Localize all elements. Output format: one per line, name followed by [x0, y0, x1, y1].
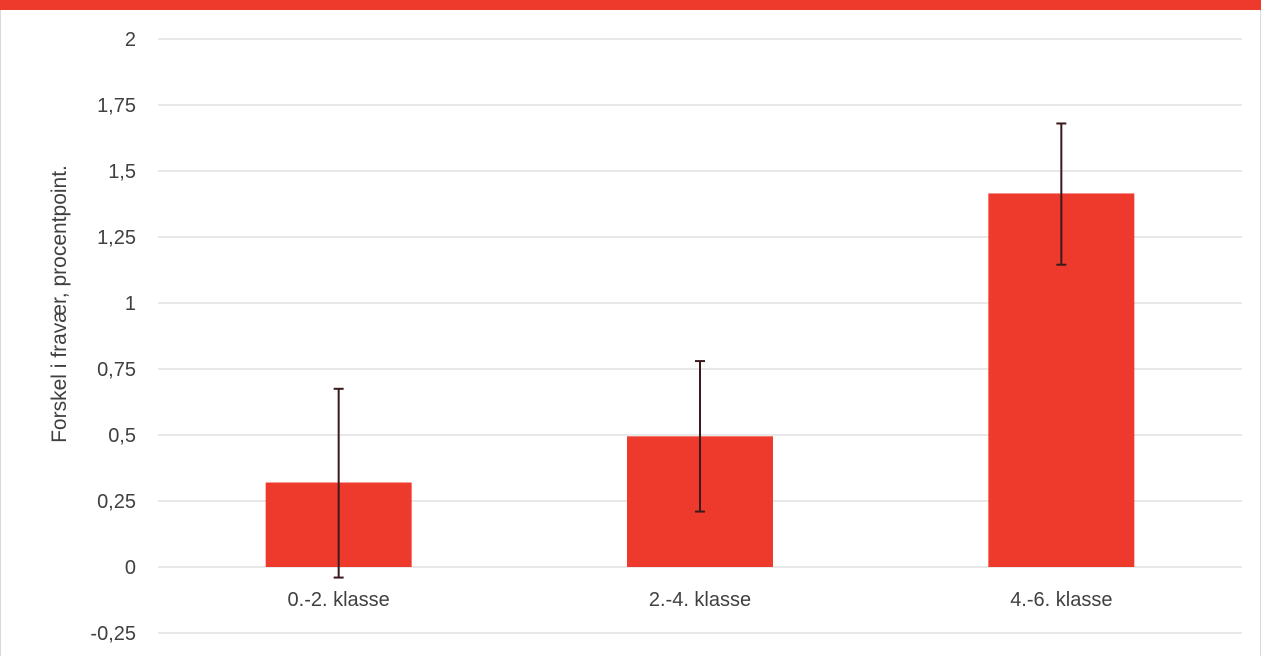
- x-tick-label: 2.-4. klasse: [649, 589, 751, 611]
- y-tick-label: 0,25: [97, 491, 136, 513]
- error-bar: [1056, 122, 1067, 266]
- y-tick-label: 1,25: [97, 227, 136, 249]
- y-axis-ticks: -0,25 0 0,25 0,5 0,75 1 1,25 1,5 1,75 2: [90, 29, 136, 645]
- top-accent-bar: [0, 0, 1261, 10]
- y-tick-label: 1: [125, 293, 136, 315]
- error-bar: [695, 360, 705, 513]
- y-tick-label: 0,5: [108, 425, 136, 447]
- y-tick-label: 0: [125, 557, 136, 579]
- y-tick-label: 1,5: [108, 161, 136, 183]
- x-tick-label: 0.-2. klasse: [288, 589, 390, 611]
- error-bar: [333, 387, 344, 579]
- y-tick-label: 2: [125, 29, 136, 51]
- y-tick-label: 1,75: [97, 95, 136, 117]
- y-axis-title: Forskel i fravær, procentpoint.: [48, 165, 71, 443]
- y-tick-label: -0,25: [90, 623, 136, 645]
- y-tick-label: 0,75: [97, 359, 136, 381]
- x-axis-ticks: 0.-2. klasse 2.-4. klasse 4.-6. klasse: [288, 589, 1113, 611]
- x-tick-label: 4.-6. klasse: [1010, 589, 1112, 611]
- error-bars: [333, 122, 1067, 579]
